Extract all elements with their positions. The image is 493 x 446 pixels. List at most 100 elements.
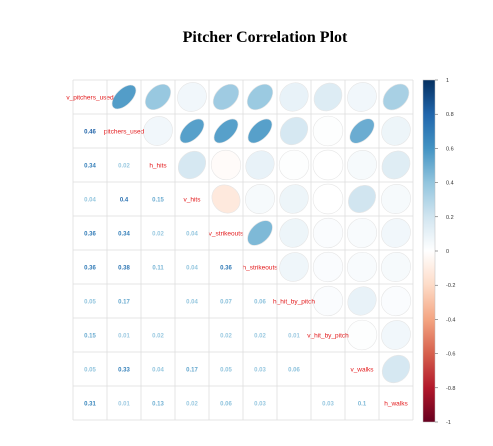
ellipse-v_hit_by_pitch-h_walks [381,320,411,350]
coef-label-v_strikeouts-pitchers_used: 0.34 [118,232,130,238]
ellipse-h_hits-v_hit_by_pitch [312,149,344,181]
coef-label-v_hits-pitchers_used: 0.4 [120,198,129,204]
colorbar-tick-label: -0.2 [446,283,455,289]
ellipse-pitchers_used-v_hits [179,118,205,144]
colorbar-tick-label: -1 [446,420,451,426]
coef-label-v_hit_by_pitch-pitchers_used: 0.01 [118,334,130,340]
ellipse-v_walks-h_walks [381,354,411,384]
coef-label-v_strikeouts-v_hits: 0.04 [186,232,198,238]
coef-label-h_strikeouts-v_pitchers_used: 0.36 [84,266,96,272]
grid-lines [72,79,414,421]
coef-label-h_hit_by_pitch-v_strikeouts: 0.07 [220,300,232,306]
ellipse-v_hits-v_hit_by_pitch [312,183,344,215]
ellipse-h_strikeouts-h_walks [381,252,411,282]
coef-label-h_strikeouts-h_hits: 0.11 [152,266,164,272]
ellipse-h_strikeouts-v_walks [346,251,378,283]
ellipse-v_pitchers_used-h_hit_by_pitch [279,82,309,112]
coef-label-h_strikeouts-v_strikeouts: 0.36 [220,266,232,272]
variable-label-v_pitchers_used: v_pitchers_used [66,95,114,102]
variable-label-h_hit_by_pitch: h_hit_by_pitch [273,299,315,306]
ellipse-pitchers_used-h_hit_by_pitch [279,116,309,146]
ellipse-h_strikeouts-h_hit_by_pitch [279,252,309,282]
variable-label-v_hits: v_hits [184,197,202,204]
colorbar-tick-label: 0.8 [446,112,454,118]
coef-label-v_strikeouts-h_hits: 0.02 [152,232,164,238]
ellipse-pitchers_used-h_hits [143,116,173,146]
variable-label-v_strikeouts: v_strikeouts [209,231,244,238]
coef-label-h_walks-h_hits: 0.13 [152,402,164,408]
coef-label-v_walks-v_pitchers_used: 0.05 [84,368,96,374]
ellipse-v_hits-v_walks [348,185,376,213]
coef-label-v_hits-v_pitchers_used: 0.04 [84,198,96,204]
ellipse-h_hits-v_hits [177,150,207,180]
coef-label-h_walks-v_hits: 0.02 [186,402,198,408]
coef-label-h_hit_by_pitch-v_pitchers_used: 0.05 [84,300,96,306]
coef-label-v_walks-h_strikeouts: 0.03 [254,368,266,374]
coef-label-v_hit_by_pitch-v_pitchers_used: 0.15 [84,334,96,340]
ellipse-v_pitchers_used-v_walks [347,82,377,112]
variable-label-h_walks: h_walks [384,401,408,408]
coef-label-h_walks-v_walks: 0.1 [358,402,367,408]
ellipse-h_hits-v_walks [347,150,377,180]
colorbar-tick-label: 0.2 [446,215,454,221]
ellipse-v_pitchers_used-h_hits [144,83,172,111]
ellipse-v_hits-h_strikeouts [245,184,275,214]
ellipse-pitchers_used-v_hit_by_pitch [312,115,344,147]
ellipse-v_pitchers_used-v_hit_by_pitch [313,82,343,112]
colorbar-tick-label: -0.6 [446,352,455,358]
ellipse-v_strikeouts-v_hit_by_pitch [312,217,344,249]
ellipse-pitchers_used-v_strikeouts [213,118,239,144]
coef-label-v_walks-v_strikeouts: 0.05 [220,368,232,374]
colorbar-tick-label: -0.4 [446,317,455,323]
variable-label-v_walks: v_walks [350,367,374,374]
variable-label-h_strikeouts: h_strikeouts [242,265,278,272]
ellipse-h_hit_by_pitch-v_walks [347,286,377,316]
ellipse-v_strikeouts-v_walks [346,217,378,249]
coef-label-v_hits-h_hits: 0.15 [152,198,164,204]
colorbar-tick-label: 0 [446,249,449,255]
ellipse-v_hits-h_walks [381,184,411,214]
coef-label-v_hit_by_pitch-h_hits: 0.02 [152,334,164,340]
coef-label-v_strikeouts-v_pitchers_used: 0.36 [84,232,96,238]
coef-label-h_walks-v_strikeouts: 0.06 [220,402,232,408]
ellipse-h_hits-h_hit_by_pitch [278,149,310,181]
coef-label-v_hit_by_pitch-v_strikeouts: 0.02 [220,334,232,340]
coef-label-h_walks-v_hit_by_pitch: 0.03 [322,402,334,408]
coef-label-h_walks-pitchers_used: 0.01 [118,402,130,408]
colorbar-tick-label: 1 [446,78,449,84]
coef-label-h_hits-v_pitchers_used: 0.34 [84,164,96,170]
ellipse-v_strikeouts-h_strikeouts [247,220,273,246]
coef-label-v_walks-h_hit_by_pitch: 0.06 [288,368,300,374]
colorbar [422,79,436,423]
ellipse-pitchers_used-h_strikeouts [247,118,273,144]
coef-label-h_walks-v_pitchers_used: 0.31 [84,402,96,408]
coef-label-v_walks-h_hits: 0.04 [152,368,164,374]
coef-label-h_hit_by_pitch-v_hits: 0.04 [186,300,198,306]
variable-label-v_hit_by_pitch: v_hit_by_pitch [307,333,349,340]
ellipse-pitchers_used-h_walks [381,116,411,146]
ellipse-v_strikeouts-h_walks [381,218,411,248]
coef-label-v_walks-pitchers_used: 0.33 [118,368,130,374]
ellipse-h_hit_by_pitch-v_hit_by_pitch [312,285,344,317]
colorbar-tick-label: -0.8 [446,386,455,392]
coef-label-v_walks-v_hits: 0.17 [186,368,198,374]
colorbar-tick-label: 0.4 [446,181,454,187]
ellipse-v_pitchers_used-pitchers_used [111,84,137,110]
ellipse-h_hits-v_strikeouts [210,149,242,181]
variable-label-h_hits: h_hits [149,163,167,170]
ellipse-pitchers_used-v_walks [349,118,375,144]
coef-label-v_hit_by_pitch-h_hit_by_pitch: 0.01 [288,334,300,340]
coef-label-pitchers_used-v_pitchers_used: 0.46 [84,130,96,136]
ellipse-v_hits-h_hit_by_pitch [279,184,309,214]
ellipse-v_pitchers_used-h_walks [382,83,410,111]
ellipse-v_strikeouts-h_hit_by_pitch [279,218,309,248]
ellipse-h_hits-h_walks [381,150,411,180]
coef-label-h_strikeouts-v_hits: 0.04 [186,266,198,272]
coef-label-h_hits-pitchers_used: 0.02 [118,164,130,170]
chart-title: Pitcher Correlation Plot [182,29,348,46]
coef-label-h_hit_by_pitch-pitchers_used: 0.17 [118,300,130,306]
ellipse-h_hit_by_pitch-h_walks [380,285,412,317]
variable-label-pitchers_used: pitchers_used [104,129,145,136]
coef-label-v_hit_by_pitch-h_strikeouts: 0.02 [254,334,266,340]
